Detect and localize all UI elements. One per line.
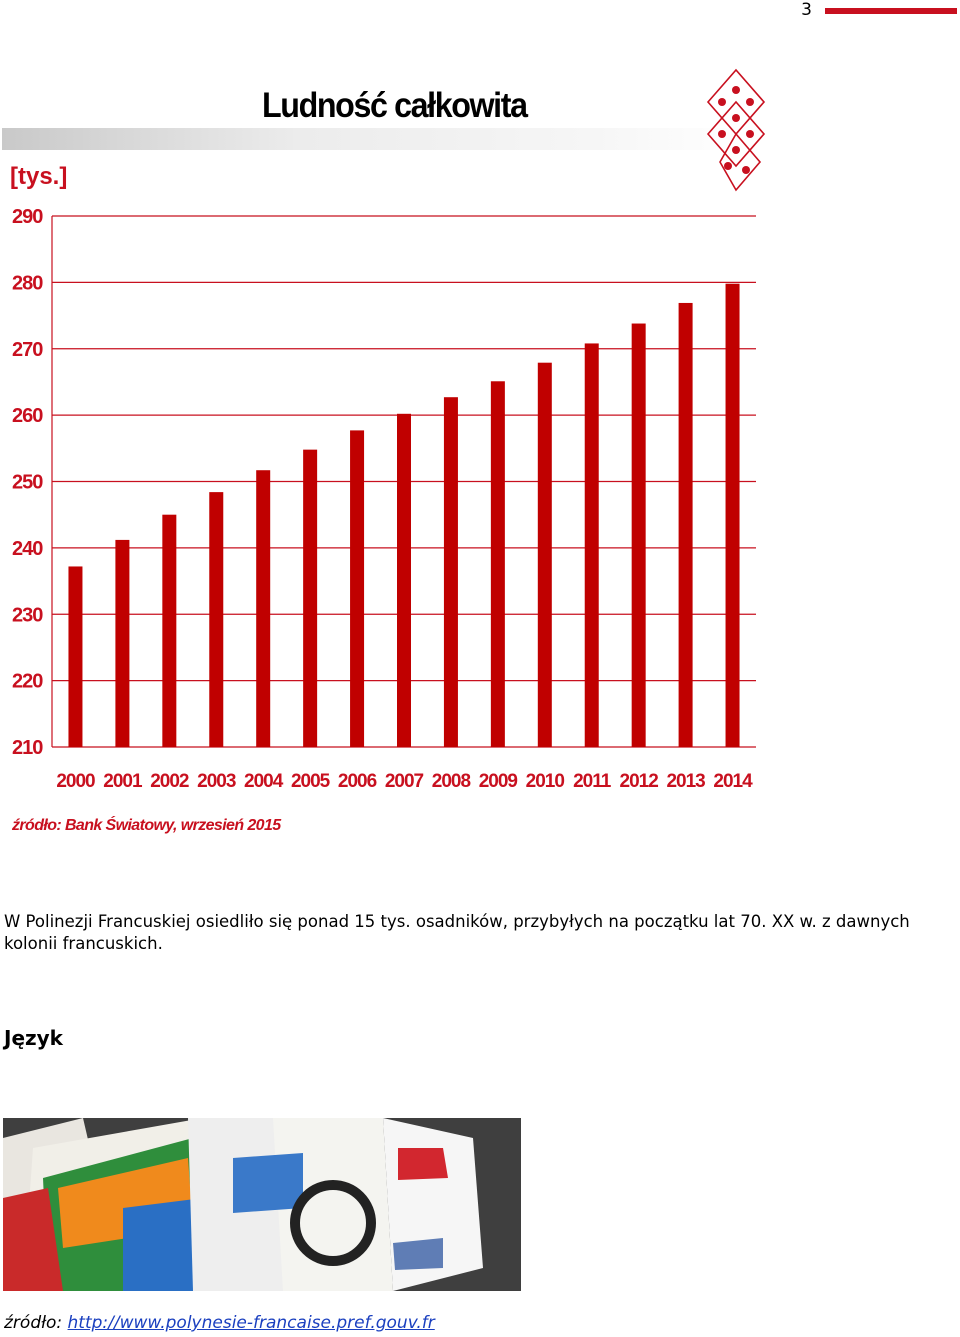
chart-source-note: źródło: Bank Światowy, wrzesień 2015 — [12, 817, 281, 834]
bar — [303, 449, 318, 747]
y-tick-label: 210 — [12, 737, 43, 759]
y-axis-unit-label: [tys.] — [10, 163, 67, 190]
newspapers-photo — [3, 1118, 521, 1291]
x-tick-label: 2008 — [432, 771, 471, 792]
bar — [397, 413, 411, 747]
x-tick-label: 2001 — [103, 771, 143, 792]
x-tick-label: 2003 — [197, 771, 236, 792]
bar — [350, 430, 365, 747]
bar — [584, 343, 599, 747]
bar — [115, 539, 130, 747]
x-tick-label: 2013 — [666, 771, 705, 792]
page-number: 3 — [801, 0, 812, 20]
bar-chart: [tys.] 210 220 230 240 250 260 270 280 290 2000 200… — [10, 163, 756, 792]
body-paragraph: W Polinezji Francuskiej osiedliło się po… — [4, 912, 910, 953]
x-tick-label: 2010 — [526, 771, 565, 792]
x-tick-label: 2007 — [385, 771, 424, 792]
x-tick-label: 2011 — [573, 771, 612, 792]
x-tick-label: 2012 — [620, 771, 659, 792]
bar — [490, 381, 505, 747]
x-tick-label: 2006 — [338, 771, 377, 792]
x-tick-label: 2004 — [244, 771, 284, 792]
y-tick-label: 260 — [12, 405, 43, 427]
chart-title: Ludność całkowita — [262, 86, 528, 125]
x-tick-label: 2000 — [56, 771, 95, 792]
y-tick-label: 220 — [12, 671, 43, 693]
y-tick-label: 290 — [12, 206, 43, 228]
y-tick-label: 280 — [12, 272, 43, 294]
source-link[interactable]: http://www.polynesie-francaise.pref.gouv… — [67, 1313, 435, 1333]
bar — [443, 397, 458, 747]
logo-diamond-icon — [706, 68, 766, 192]
bar — [162, 514, 177, 747]
y-tick-label: 270 — [12, 339, 43, 361]
bar — [725, 283, 740, 747]
bar — [68, 566, 83, 747]
x-tick-label: 2002 — [150, 771, 189, 792]
bar — [256, 470, 271, 747]
source-prefix: źródło: — [4, 1313, 68, 1333]
y-tick-label: 240 — [12, 538, 43, 560]
y-tick-label: 250 — [12, 472, 43, 494]
bar — [631, 323, 646, 747]
header-rule — [825, 8, 957, 14]
x-tick-label: 2014 — [713, 771, 753, 792]
section-heading-language: Język — [4, 1026, 63, 1050]
bar — [678, 302, 693, 747]
title-band — [2, 128, 742, 150]
x-tick-label: 2005 — [291, 771, 331, 792]
x-tick-label: 2009 — [479, 771, 518, 792]
bar — [537, 362, 552, 747]
photo-source: źródło: http://www.polynesie-francaise.p… — [4, 1313, 435, 1333]
bar — [209, 492, 224, 747]
y-tick-label: 230 — [12, 604, 43, 626]
